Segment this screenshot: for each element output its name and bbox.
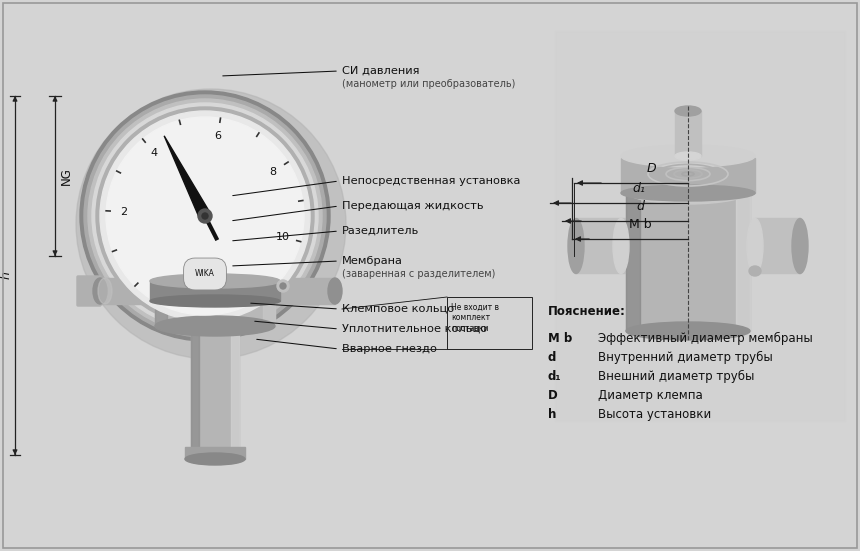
Bar xyxy=(576,218,626,273)
Circle shape xyxy=(277,280,289,292)
Ellipse shape xyxy=(150,295,280,307)
Text: d: d xyxy=(548,351,556,364)
Bar xyxy=(447,297,532,349)
Text: M b: M b xyxy=(548,332,572,345)
Bar xyxy=(621,158,755,193)
Text: d₁: d₁ xyxy=(633,182,646,195)
Bar xyxy=(155,266,275,326)
Text: WIKA: WIKA xyxy=(195,269,215,278)
Text: D: D xyxy=(646,162,656,175)
Ellipse shape xyxy=(568,219,584,273)
Bar xyxy=(191,324,199,451)
Ellipse shape xyxy=(621,185,755,201)
Text: Высота установки: Высота установки xyxy=(598,408,711,421)
Ellipse shape xyxy=(155,316,275,336)
Circle shape xyxy=(84,95,326,337)
Bar xyxy=(188,261,222,331)
Text: d₁: d₁ xyxy=(548,370,562,383)
Bar xyxy=(185,447,245,459)
FancyBboxPatch shape xyxy=(77,276,101,306)
Text: Эффективный диаметр мембраны: Эффективный диаметр мембраны xyxy=(598,332,813,345)
Text: h: h xyxy=(0,272,13,279)
Ellipse shape xyxy=(749,266,761,276)
Ellipse shape xyxy=(93,278,107,304)
Text: Не входит в
комплект
поставки: Не входит в комплект поставки xyxy=(451,303,499,333)
Bar xyxy=(675,111,701,156)
Bar xyxy=(100,278,155,304)
Text: (манометр или преобразователь): (манометр или преобразователь) xyxy=(342,79,515,89)
Ellipse shape xyxy=(675,152,701,160)
Text: Разедлитель: Разедлитель xyxy=(342,226,420,236)
Text: Клемповое кольцо: Клемповое кольцо xyxy=(342,304,454,314)
Polygon shape xyxy=(164,136,211,219)
Text: Диаметр клемпа: Диаметр клемпа xyxy=(598,389,703,402)
Bar xyxy=(626,191,750,331)
Bar xyxy=(150,281,280,301)
Bar xyxy=(555,31,845,421)
Bar xyxy=(217,261,222,331)
Text: NG: NG xyxy=(60,167,73,185)
Text: Непосредственная установка: Непосредственная установка xyxy=(342,176,520,186)
Ellipse shape xyxy=(328,278,342,304)
Text: Передающая жидкость: Передающая жидкость xyxy=(342,201,483,211)
Ellipse shape xyxy=(155,252,275,280)
Ellipse shape xyxy=(621,145,755,167)
Text: d: d xyxy=(636,200,644,213)
Text: Внутренний диаметр трубы: Внутренний диаметр трубы xyxy=(598,351,773,364)
Ellipse shape xyxy=(185,453,245,465)
Text: (заваренная с разделителем): (заваренная с разделителем) xyxy=(342,269,495,279)
Bar xyxy=(178,311,233,333)
Text: Пояснение:: Пояснение: xyxy=(548,305,626,318)
Circle shape xyxy=(202,213,208,219)
Bar xyxy=(263,266,275,326)
Bar xyxy=(626,191,640,331)
Text: 2: 2 xyxy=(120,207,127,217)
Bar xyxy=(275,278,335,304)
Bar xyxy=(191,324,239,451)
Bar xyxy=(736,191,750,331)
Text: 6: 6 xyxy=(214,131,221,141)
Text: M b: M b xyxy=(629,218,651,231)
Ellipse shape xyxy=(613,219,629,273)
Bar xyxy=(188,261,193,331)
Text: Уплотнительное кольцо: Уплотнительное кольцо xyxy=(342,324,488,334)
Ellipse shape xyxy=(160,255,270,277)
Bar xyxy=(231,324,239,451)
Ellipse shape xyxy=(76,89,346,359)
Circle shape xyxy=(106,117,304,315)
Circle shape xyxy=(80,91,330,341)
Text: 10: 10 xyxy=(276,232,290,242)
Bar xyxy=(755,218,800,273)
Ellipse shape xyxy=(747,219,763,273)
Text: 4: 4 xyxy=(150,148,157,158)
Ellipse shape xyxy=(626,178,750,204)
Circle shape xyxy=(88,99,322,333)
Ellipse shape xyxy=(792,219,808,273)
Text: h: h xyxy=(548,408,556,421)
Text: Мембрана: Мембрана xyxy=(342,256,402,266)
Circle shape xyxy=(280,283,286,289)
Circle shape xyxy=(100,111,310,321)
Ellipse shape xyxy=(626,322,750,340)
Ellipse shape xyxy=(630,182,746,200)
Circle shape xyxy=(96,107,314,325)
Ellipse shape xyxy=(150,274,280,288)
Circle shape xyxy=(198,209,212,223)
Text: Внешний диаметр трубы: Внешний диаметр трубы xyxy=(598,370,754,383)
Ellipse shape xyxy=(675,106,701,116)
Text: СИ давления: СИ давления xyxy=(342,66,420,76)
Text: Вварное гнездо: Вварное гнездо xyxy=(342,344,437,354)
Text: D: D xyxy=(548,389,558,402)
Text: 8: 8 xyxy=(269,167,277,177)
Bar xyxy=(155,266,167,326)
Ellipse shape xyxy=(98,278,112,304)
Circle shape xyxy=(92,103,318,329)
